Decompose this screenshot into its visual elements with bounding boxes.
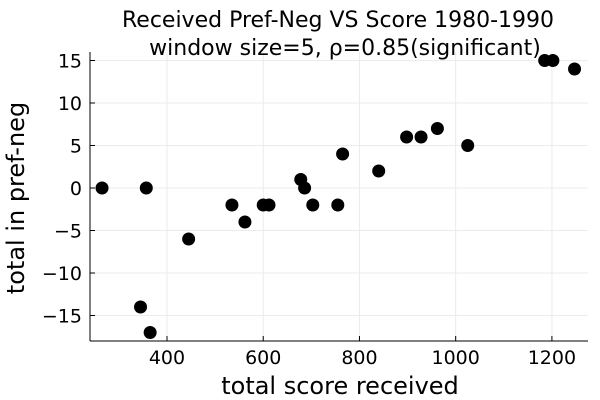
x-tick-label: 1200 [528,347,576,369]
data-point [225,198,239,212]
data-point [568,62,582,76]
x-tick-label: 600 [245,347,281,369]
data-points [95,54,582,339]
y-tick-label: −10 [42,263,82,285]
data-point [262,198,276,212]
data-point [182,232,196,246]
data-point [143,326,157,339]
y-tick-label: 0 [70,178,82,200]
y-tick-label: 15 [58,51,82,73]
chart-title: Received Pref-Neg VS Score 1980-1990 [122,8,554,33]
data-point [430,122,444,135]
ticks: 400 600 800 1000 1200 15 10 5 0 −5 −10 −15 [42,51,576,370]
y-tick-label: 10 [58,93,82,115]
data-point [414,130,428,144]
y-tick-label: 5 [70,136,82,158]
data-point [461,139,475,152]
data-point [298,181,312,195]
x-tick-label: 800 [341,347,377,369]
y-tick-label: −15 [42,306,82,328]
data-point [331,198,345,212]
x-tick-label: 400 [149,347,185,369]
data-point [372,164,386,178]
grid [90,52,588,341]
data-point [238,215,252,229]
x-tick-label: 1000 [432,347,480,369]
data-point [400,130,414,144]
data-point [306,198,320,212]
chart-subtitle: window size=5, ρ=0.85(significant) [149,36,541,61]
data-point [546,54,560,67]
y-tick-label: −5 [54,221,82,243]
axes [89,52,588,342]
x-axis-label: total score received [221,372,459,400]
data-point [95,181,109,195]
y-axis-label: total in pref-neg [2,102,30,294]
data-point [134,300,148,314]
data-point [139,181,153,195]
data-point [336,147,350,161]
